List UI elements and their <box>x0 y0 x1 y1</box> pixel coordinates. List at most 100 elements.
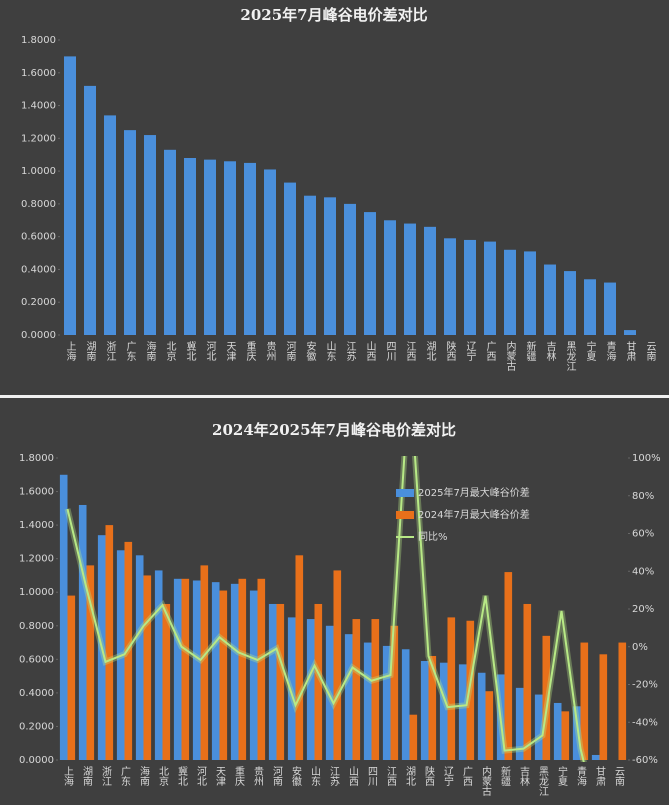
bar <box>104 115 116 335</box>
bar <box>324 197 336 335</box>
x-tick-label: 广东 <box>119 766 131 786</box>
y2-tick-label: 20% <box>632 604 654 615</box>
bar <box>363 642 372 760</box>
x-tick-label: 海南 <box>138 765 150 786</box>
bar <box>371 619 380 760</box>
bar <box>618 642 627 760</box>
y2-tick-label: -20% <box>632 680 658 691</box>
legend-swatch <box>396 511 414 519</box>
y-tick-label: 0.2000 <box>21 297 56 308</box>
x-tick-label: 江苏 <box>344 341 356 362</box>
x-tick-label: 天津 <box>214 766 226 787</box>
y-tick-label: 1.6000 <box>21 68 56 79</box>
x-tick-label: 海南 <box>144 340 156 361</box>
x-tick-label: 四川 <box>384 341 396 361</box>
x-tick-label: 重庆 <box>244 340 256 362</box>
x-tick-label: 冀北 <box>176 765 188 786</box>
x-tick-label: 四川 <box>366 766 378 786</box>
x-tick-label: 江苏 <box>328 766 340 787</box>
bar <box>314 603 323 760</box>
x-tick-label: 安徽 <box>304 340 316 362</box>
x-tick-label: 重庆 <box>233 765 245 787</box>
bar <box>325 625 334 760</box>
bar <box>105 525 114 760</box>
bar <box>344 203 356 335</box>
y-tick-label: 0.4000 <box>19 688 54 699</box>
x-tick-label: 辽宁 <box>442 766 454 786</box>
x-tick-label: 浙江 <box>104 341 116 361</box>
bar <box>544 264 556 335</box>
bar <box>124 541 133 760</box>
y-tick-label: 1.8000 <box>21 35 56 46</box>
y2-tick-label: -60% <box>632 755 658 766</box>
bar <box>59 474 68 760</box>
bar <box>135 555 144 760</box>
bar <box>572 706 581 760</box>
x-tick-label: 新疆 <box>524 340 536 362</box>
chart-title: 2025年7月峰谷电价差对比 <box>240 6 427 24</box>
bar <box>333 570 342 760</box>
bar <box>584 279 596 335</box>
bar <box>444 238 456 335</box>
bar <box>485 691 494 760</box>
legend-label: 2024年7月最大峰谷价差 <box>418 508 530 521</box>
bar <box>257 578 266 760</box>
x-tick-label: 湖北 <box>404 766 416 786</box>
x-tick-label: 安徽 <box>290 765 302 787</box>
bar <box>244 162 256 335</box>
x-tick-label: 黑龙江 <box>564 341 576 371</box>
bar <box>164 149 176 335</box>
x-tick-label: 黑龙江 <box>537 766 549 796</box>
bar <box>64 56 76 336</box>
bar <box>409 714 418 760</box>
bar <box>86 565 95 760</box>
x-tick-label: 陕西 <box>423 765 435 786</box>
bar <box>78 504 87 760</box>
bar <box>420 661 429 760</box>
x-tick-label: 山西 <box>347 766 359 786</box>
x-tick-label: 河南 <box>284 341 296 361</box>
y-tick-label: 1.0000 <box>21 166 56 177</box>
x-tick-label: 天津 <box>224 341 236 362</box>
x-tick-label: 辽宁 <box>464 341 476 361</box>
bar <box>542 635 551 760</box>
bar <box>599 654 608 760</box>
y-tick-label: 0.8000 <box>19 621 54 632</box>
bar <box>466 620 475 760</box>
x-tick-label: 河北 <box>204 341 216 361</box>
y-tick-label: 1.2000 <box>19 554 54 565</box>
bar <box>284 182 296 335</box>
bar <box>249 590 258 760</box>
x-tick-label: 湖南 <box>84 341 96 361</box>
divider <box>0 395 669 398</box>
bar <box>382 645 391 760</box>
x-tick-label: 新疆 <box>499 765 511 787</box>
x-tick-label: 贵州 <box>252 765 264 786</box>
y2-tick-label: 0% <box>632 642 648 653</box>
y2-tick-label: 60% <box>632 529 654 540</box>
bar <box>580 642 589 760</box>
y-tick-label: 1.6000 <box>19 487 54 498</box>
x-tick-label: 宁夏 <box>556 765 568 786</box>
x-tick-label: 江西 <box>385 766 397 786</box>
bar <box>564 271 576 335</box>
x-tick-label: 上海 <box>62 766 74 787</box>
x-tick-label: 北京 <box>157 766 169 787</box>
x-tick-label: 吉林 <box>544 341 556 362</box>
y-tick-label: 1.2000 <box>21 133 56 144</box>
x-tick-label: 江西 <box>404 341 416 361</box>
x-tick-label: 甘肃 <box>594 765 606 787</box>
x-tick-label: 山东 <box>309 766 321 786</box>
x-tick-label: 湖南 <box>81 766 93 786</box>
bar <box>124 130 136 335</box>
x-tick-label: 内蒙古 <box>480 765 492 797</box>
bar <box>162 603 171 760</box>
x-tick-label: 云南 <box>613 766 625 786</box>
bar <box>173 578 182 760</box>
bar <box>67 595 76 760</box>
bar <box>200 565 209 760</box>
bar <box>484 241 496 335</box>
y-tick-label: 0.0000 <box>21 330 56 341</box>
bar <box>515 687 524 760</box>
